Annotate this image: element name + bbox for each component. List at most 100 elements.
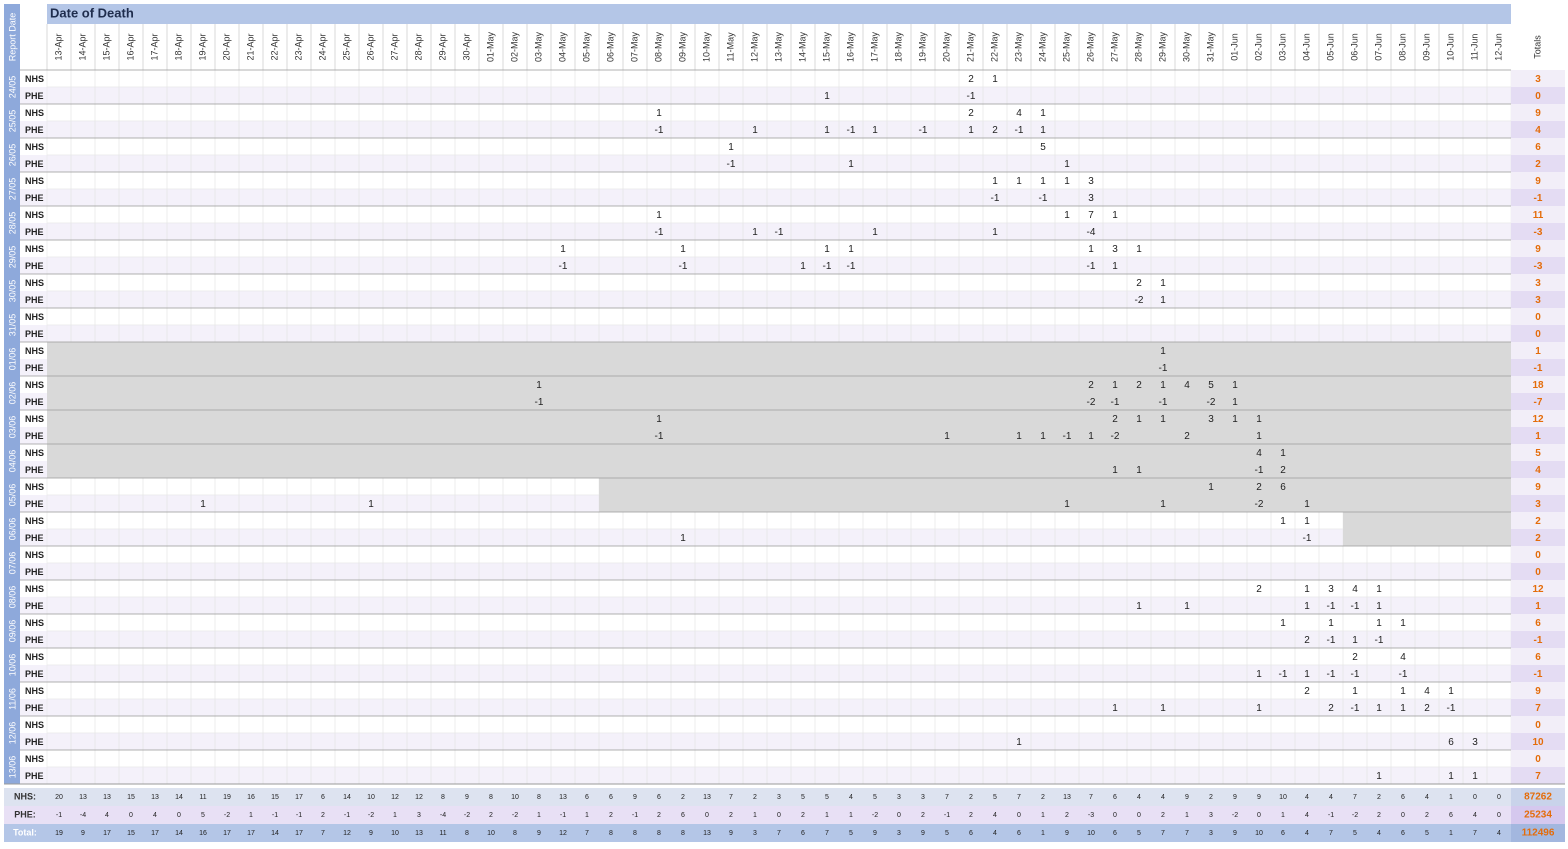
unavailable-cell [1103, 376, 1127, 393]
row-bg [20, 155, 1511, 172]
unavailable-cell [1079, 478, 1103, 495]
unavailable-cell [1151, 342, 1175, 359]
unavailable-cell [599, 393, 623, 410]
cell-value: 5 [1208, 380, 1214, 391]
unavailable-cell [1463, 393, 1487, 410]
summary-value: 0 [705, 812, 709, 819]
summary-value: 1 [825, 812, 829, 819]
summary-value: 4 [849, 794, 853, 801]
summary-value: 2 [1425, 812, 1429, 819]
unavailable-cell [767, 444, 791, 461]
column-header: 09-Jun [1421, 33, 1431, 61]
summary-value: 9 [633, 794, 637, 801]
summary-value: 7 [729, 794, 733, 801]
row-label: PHE [25, 737, 44, 747]
unavailable-cell [1223, 427, 1247, 444]
row-label: NHS [25, 720, 44, 730]
cell-value: 3 [1088, 176, 1094, 187]
cell-value: 3 [1328, 584, 1334, 595]
unavailable-cell [671, 393, 695, 410]
unavailable-cell [719, 478, 743, 495]
unavailable-cell [527, 359, 551, 376]
row-total: 2 [1535, 516, 1541, 527]
unavailable-cell [1055, 495, 1079, 512]
row-label: PHE [25, 669, 44, 679]
unavailable-cell [599, 461, 623, 478]
unavailable-cell [95, 427, 119, 444]
unavailable-cell [1271, 444, 1295, 461]
unavailable-cell [431, 342, 455, 359]
column-header: 31-May [1205, 31, 1215, 62]
summary-value: 6 [657, 794, 661, 801]
row-bg [20, 257, 1511, 274]
unavailable-cell [1415, 359, 1439, 376]
unavailable-cell [527, 427, 551, 444]
unavailable-cell [1175, 444, 1199, 461]
total-bg [1511, 359, 1565, 376]
cell-value: 1 [1448, 686, 1454, 697]
unavailable-cell [1151, 495, 1175, 512]
row-total: -7 [1534, 397, 1543, 408]
unavailable-cell [143, 342, 167, 359]
unavailable-cell [959, 478, 983, 495]
total-bg [1511, 750, 1565, 767]
unavailable-cell [599, 478, 623, 495]
unavailable-cell [1391, 410, 1415, 427]
unavailable-cell [71, 393, 95, 410]
cell-value: 1 [1112, 210, 1118, 221]
summary-value: 4 [1305, 830, 1309, 837]
unavailable-cell [1055, 393, 1079, 410]
cell-value: 1 [992, 74, 998, 85]
row-bg [20, 665, 1511, 682]
unavailable-cell [167, 427, 191, 444]
unavailable-cell [1079, 359, 1103, 376]
row-label: NHS [25, 346, 44, 356]
unavailable-cell [191, 427, 215, 444]
unavailable-cell [1343, 444, 1367, 461]
unavailable-cell [1175, 427, 1199, 444]
unavailable-cell [1271, 393, 1295, 410]
report-date: 29/05 [7, 246, 17, 269]
cell-value: 1 [1304, 601, 1310, 612]
summary-value: 6 [1113, 794, 1117, 801]
row-label: NHS [25, 278, 44, 288]
unavailable-cell [455, 359, 479, 376]
row-bg [20, 614, 1511, 631]
unavailable-cell [1007, 359, 1031, 376]
row-total: 6 [1535, 652, 1541, 663]
row-label: NHS [25, 754, 44, 764]
summary-total-bg [1511, 806, 1565, 824]
total-bg [1511, 495, 1565, 512]
column-header: 07-Jun [1373, 33, 1383, 61]
summary-value: 6 [681, 812, 685, 819]
unavailable-cell [1343, 359, 1367, 376]
summary-value: -2 [464, 812, 470, 819]
row-bg [20, 325, 1511, 342]
total-bg [1511, 121, 1565, 138]
unavailable-cell [1079, 393, 1103, 410]
cell-value: 1 [1160, 295, 1166, 306]
unavailable-cell [455, 427, 479, 444]
unavailable-cell [287, 410, 311, 427]
row-label: NHS [25, 312, 44, 322]
column-header: 21-May [965, 31, 975, 62]
cell-value: 1 [1232, 380, 1238, 391]
summary-value: 6 [1401, 794, 1405, 801]
unavailable-cell [1415, 410, 1439, 427]
cell-value: -1 [1327, 669, 1336, 680]
cell-value: 1 [1328, 618, 1334, 629]
cell-value: 1 [680, 533, 686, 544]
unavailable-cell [287, 444, 311, 461]
row-label: NHS [25, 210, 44, 220]
unavailable-cell [191, 461, 215, 478]
report-date: 13/06 [7, 756, 17, 779]
unavailable-cell [503, 376, 527, 393]
row-bg [20, 291, 1511, 308]
unavailable-cell [119, 444, 143, 461]
row-bg [20, 87, 1511, 104]
unavailable-cell [743, 410, 767, 427]
row-total: 3 [1535, 278, 1541, 289]
row-label: PHE [25, 465, 44, 475]
cell-value: 1 [728, 142, 734, 153]
cell-value: 1 [752, 227, 758, 238]
